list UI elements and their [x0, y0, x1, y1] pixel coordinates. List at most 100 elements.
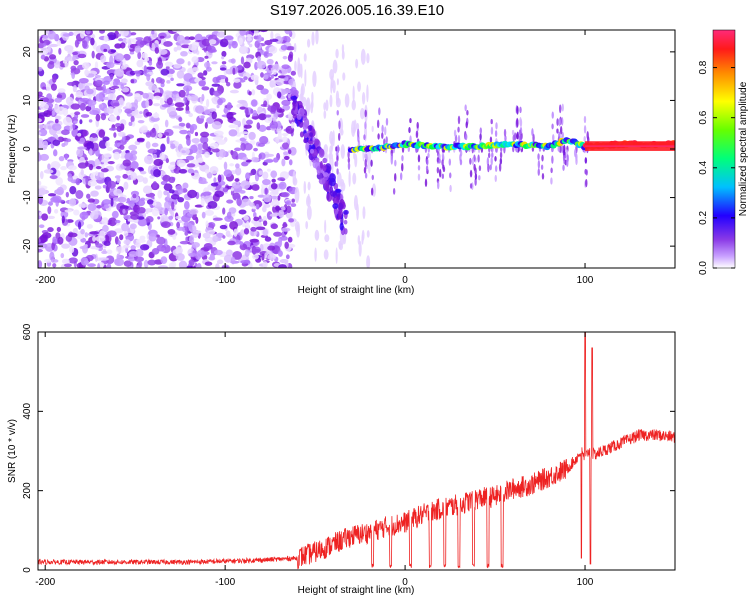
x-tick-label: 100: [577, 577, 594, 588]
spectrogram-cell: [212, 90, 222, 97]
spectrogram-cell: [80, 228, 85, 235]
spectrogram-cell: [54, 118, 59, 124]
spectrogram-cell: [344, 93, 350, 108]
spectrogram-cell: [551, 111, 554, 119]
spectrogram-cell: [97, 263, 101, 268]
spectrogram-cell: [164, 61, 174, 67]
spectrogram-cell: [552, 134, 555, 142]
spectrogram-cell: [233, 195, 241, 200]
spectrogram-cell: [537, 159, 541, 169]
spectrogram-cell: [130, 79, 135, 84]
spectrogram-cell: [181, 39, 191, 44]
spectrogram-cell: [512, 145, 515, 153]
spectrogram-cell: [110, 49, 117, 53]
spectrogram-cell: [68, 198, 77, 207]
spectrogram-cell: [61, 129, 70, 136]
spectrogram-cell: [453, 129, 457, 137]
spectrogram-cell: [248, 91, 252, 96]
spectrogram-cell: [211, 61, 218, 65]
spectrogram-cell: [308, 124, 313, 132]
spectrogram-cell: [110, 197, 114, 207]
spectrogram-cell: [191, 67, 199, 72]
spectrogram-cell: [240, 142, 246, 151]
spectrogram-cell: [294, 60, 297, 72]
spectrogram-cell: [263, 51, 270, 58]
spectrogram-cell: [191, 137, 201, 144]
spectrogram-cell: [60, 166, 67, 171]
spectrogram-cell: [130, 150, 138, 156]
spectrogram-cell: [322, 158, 328, 164]
spectrogram-cell: [121, 78, 128, 84]
spectrogram-cell: [38, 180, 42, 186]
spectrogram-cell: [195, 105, 205, 114]
spectrogram-cell: [347, 150, 350, 159]
spectrogram-cell: [47, 206, 52, 215]
spectrogram-cell: [427, 152, 430, 159]
spectrogram-cell: [122, 159, 132, 167]
spectrogram-cell: [94, 185, 102, 190]
spectrogram-cells: [38, 30, 590, 268]
spectrogram-cell: [114, 228, 124, 234]
spectrogram-cell: [236, 197, 242, 207]
spectrogram-cell: [471, 157, 475, 166]
spectrogram-cell: [164, 207, 169, 216]
x-tick-label: -100: [215, 275, 235, 286]
x-tick-label: -100: [215, 577, 235, 588]
spectrogram-cell: [277, 195, 281, 201]
spectrogram-cell: [256, 60, 267, 70]
spectrogram-cell: [78, 203, 89, 208]
spectrogram-cell: [168, 262, 175, 268]
spectrogram-cell: [238, 37, 243, 46]
spectrogram-cell: [160, 256, 168, 264]
spectrogram-cell: [259, 136, 269, 145]
spectrogram-cell: [256, 56, 262, 62]
spectrogram-cell: [116, 126, 123, 132]
spectrogram-cell: [169, 207, 173, 214]
spectrogram-cell: [39, 153, 50, 161]
spectrogram-cell: [315, 157, 320, 163]
spectrogram-cell: [246, 37, 253, 42]
spectrogram-cell: [272, 79, 277, 88]
spectrogram-cell: [186, 137, 191, 146]
spectrogram-cell: [251, 156, 260, 163]
spectrogram-cell: [273, 157, 279, 163]
spectrogram-cell: [197, 143, 204, 151]
spectrogram-cell: [153, 95, 162, 100]
spectrogram-cell: [208, 108, 217, 112]
spectrogram-cell: [178, 169, 188, 174]
spectrogram-cell: [177, 196, 185, 203]
spectrogram-cell: [335, 247, 338, 264]
spectrogram-cell: [238, 45, 249, 55]
spectrogram-cell: [285, 200, 292, 206]
spectrogram-cell: [258, 218, 264, 222]
spectrogram-cell: [356, 128, 360, 138]
spectrogram-cell: [102, 80, 110, 85]
spectrogram-cell: [151, 30, 155, 35]
spectrogram-cell: [85, 175, 89, 185]
spectrogram-cell: [176, 70, 185, 79]
spectrogram-cell: [125, 200, 136, 204]
spectrogram-cell: [107, 160, 115, 165]
spectrogram-cell: [123, 214, 133, 220]
spectrogram-cell: [518, 129, 522, 136]
spectrogram-cell: [332, 196, 340, 206]
spectrogram-cell: [99, 257, 110, 261]
spectrogram-cell: [138, 261, 143, 268]
spectrogram-cell: [438, 158, 441, 164]
spectrogram-cell: [94, 158, 100, 166]
spectrogram-cell: [158, 49, 168, 55]
spectrogram-cell: [284, 30, 292, 35]
spectrogram-cell: [54, 208, 59, 214]
spectrogram-cell: [343, 209, 349, 215]
spectrogram-cell: [42, 232, 52, 239]
spectrogram-cell: [229, 89, 240, 94]
spectrogram-cell: [316, 165, 321, 176]
spectrogram-cell: [113, 106, 122, 116]
spectrogram-cell: [102, 136, 110, 142]
snr-series-line: [38, 332, 675, 570]
spectrogram-cell: [67, 165, 77, 171]
spectrogram-cell: [271, 199, 280, 208]
spectrogram-cell: [172, 94, 177, 102]
spectrogram-cell: [130, 115, 135, 123]
spectrogram-cell: [173, 63, 182, 69]
